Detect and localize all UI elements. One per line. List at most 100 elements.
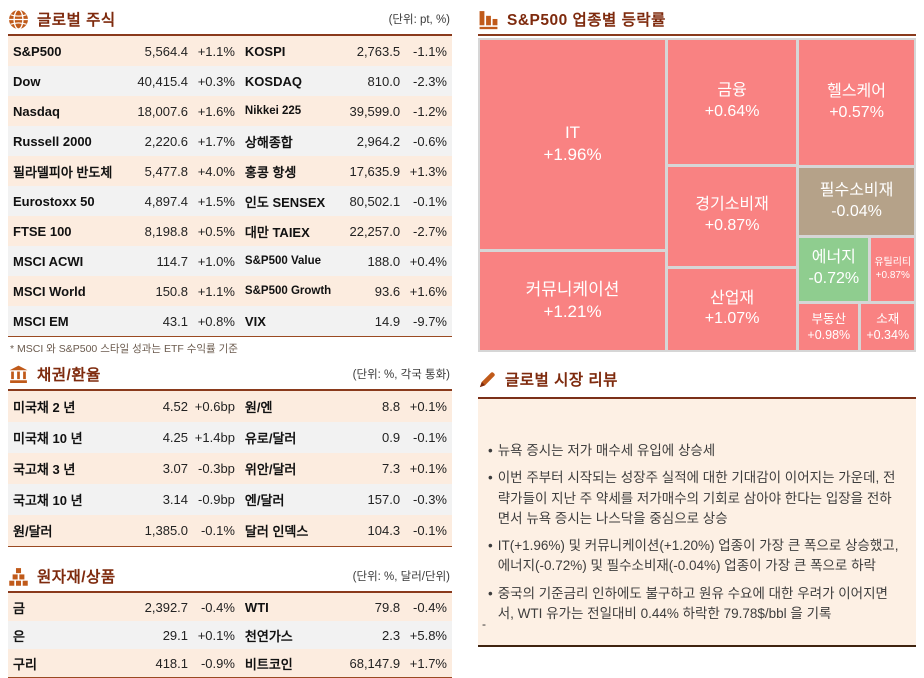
instrument-change: +1.7% (409, 655, 447, 671)
instrument-name: Nikkei 225 (244, 105, 302, 117)
instrument-name: VIX (244, 313, 266, 329)
instrument-name: 천연가스 (244, 628, 293, 644)
instrument-value: 5,564.4 (144, 43, 189, 59)
treemap-cell-communication: 커뮤니케이션 +1.21% (480, 251, 666, 350)
review-header: 글로벌 시장 리뷰 (478, 366, 916, 392)
instrument-name: MSCI ACWI (13, 253, 84, 269)
sector-treemap: IT +1.96% 커뮤니케이션 +1.21% 금융 +0.64% 경기소비재 … (478, 38, 916, 352)
sector-name: 금융 (717, 82, 747, 100)
instrument-name: 대만 TAIEX (244, 224, 310, 240)
sector-name: 경기소비재 (695, 196, 769, 214)
table-row: 국고채 3 년 3.07 -0.3bp 위안/달러 7.3 +0.1% (8, 453, 452, 484)
instrument-name: S&P500 Growth (244, 285, 332, 297)
table-row: 구리 418.1 -0.9% 비트코인 68,147.9 +1.7% (8, 649, 452, 677)
instrument-name: Russell 2000 (13, 133, 92, 149)
instrument-change: -9.7% (413, 313, 447, 329)
instrument-value: 22,257.0 (349, 223, 401, 239)
table-row: Nasdaq 18,007.6 +1.6% Nikkei 225 39,599.0 -1.… (8, 96, 452, 126)
review-bullet: • IT(+1.96%) 및 커뮤니케이션(+1.20%) 업종이 가장 큰 폭… (488, 536, 902, 577)
gold-bars-icon (8, 566, 29, 587)
instrument-value: 188.0 (367, 253, 401, 269)
instrument-change: +0.1% (409, 399, 447, 414)
instrument-value: 150.8 (155, 283, 189, 299)
instrument-value: 17,635.9 (349, 163, 401, 179)
unit-label: (단위: pt, %) (388, 14, 450, 26)
instrument-name: S&P500 (13, 43, 62, 59)
instrument-name: 필라델피아 반도체 (13, 164, 113, 180)
instrument-change: +1.6% (197, 103, 235, 119)
instrument-name: FTSE 100 (13, 223, 72, 239)
instrument-value: 7.3 (382, 461, 401, 476)
instrument-change: +4.0% (197, 163, 235, 179)
instrument-change: -0.3bp (198, 461, 235, 476)
global-equities-table: S&P500 5,564.4 +1.1% KOSPI 2,763.5 -1.1% Dow 40… (8, 36, 452, 337)
bar-chart-icon (478, 9, 499, 30)
globe-icon (8, 8, 29, 30)
treemap-cell-materials: 소재 +0.34% (861, 303, 914, 350)
instrument-name: 엔/달러 (244, 493, 285, 508)
sector-change: +1.07% (704, 310, 760, 328)
review-text: 이번 주부터 시작되는 성장주 실적에 대한 기대감이 이어지는 가운데, 전략… (497, 470, 896, 526)
instrument-value: 2.3 (382, 627, 401, 643)
sector-change: +0.34% (866, 327, 910, 342)
bonds-fx-table: 미국채 2 년 4.52 +0.6bp 원/엔 8.8 +0.1% 미국채 10 년 4.25… (8, 391, 452, 547)
instrument-value: 18,007.6 (137, 103, 189, 119)
sector-name: 헬스케어 (827, 82, 886, 100)
instrument-name: WTI (244, 599, 269, 615)
section-title-global-equities: 글로벌 주식 (37, 12, 116, 29)
instrument-name: Eurostoxx 50 (13, 193, 95, 209)
instrument-change: -1.1% (413, 43, 447, 59)
unit-label: (단위: %, 달러/단위) (352, 571, 450, 583)
instrument-change: -1.2% (413, 103, 447, 119)
sector-change: +0.64% (704, 102, 760, 120)
table-row: S&P500 5,564.4 +1.1% KOSPI 2,763.5 -1.1% (8, 36, 452, 66)
instrument-value: 2,763.5 (356, 43, 401, 59)
instrument-value: 4.25 (162, 430, 189, 445)
bullet-dot: • (488, 538, 493, 553)
instrument-change: -0.4% (200, 599, 235, 615)
instrument-value: 418.1 (155, 655, 189, 671)
instrument-change: +1.7% (197, 133, 235, 149)
instrument-name: 국고채 3 년 (13, 462, 76, 477)
treemap-cell-real-estate: 부동산 +0.98% (799, 303, 859, 350)
review-text: IT(+1.96%) 및 커뮤니케이션(+1.20%) 업종이 가장 큰 폭으로… (497, 538, 899, 574)
instrument-change: -0.9% (200, 655, 235, 671)
instrument-value: 80,502.1 (349, 193, 401, 209)
instrument-change: -0.9bp (198, 492, 235, 507)
treemap-cell-energy: 에너지 -0.72% (799, 237, 869, 301)
table-row: 미국채 10 년 4.25 +1.4bp 유로/달러 0.9 -0.1% (8, 422, 452, 453)
instrument-change: -0.1% (200, 523, 235, 538)
bullet-dot: • (488, 585, 493, 601)
commodities-header: 원자재/상품 (단위: %, 달러/단위) (8, 563, 452, 593)
instrument-value: 0.9 (382, 430, 401, 445)
review-text: 뉴욕 증시는 저가 매수세 유입에 상승세 (497, 443, 716, 458)
instrument-value: 14.9 (374, 313, 401, 329)
instrument-change: +0.1% (197, 627, 235, 643)
treemap-cell-consumer-discretionary: 경기소비재 +0.87% (668, 166, 797, 266)
instrument-change: +1.1% (197, 283, 235, 299)
instrument-value: 40,415.4 (137, 73, 189, 89)
sector-change: +0.87% (875, 270, 910, 282)
review-bullet: • 중국의 기준금리 인하에도 불구하고 원유 수요에 대한 우려가 이어지면서… (488, 584, 902, 625)
commodities-table: 금 2,392.7 -0.4% WTI 79.8 -0.4% 은 29.1 +0.1% 천연가스 2… (8, 593, 452, 678)
treemap-row-energy-utilities: 에너지 -0.72% 유틸리티 +0.87% (799, 237, 914, 301)
instrument-change: +5.8% (409, 627, 447, 643)
instrument-change: +1.3% (409, 163, 447, 179)
sector-name: 산업재 (709, 289, 755, 307)
table-footnote: * MSCI 와 S&P500 스타일 성과는 ETF 수익률 기준 (10, 343, 238, 355)
instrument-name: 비트코인 (244, 656, 293, 672)
instrument-value: 157.0 (367, 492, 401, 507)
treemap-cell-utilities: 유틸리티 +0.87% (871, 237, 914, 301)
footer-dash: - (482, 617, 486, 631)
instrument-name: KOSDAQ (244, 73, 302, 89)
instrument-name: KOSPI (244, 43, 286, 59)
table-row: 국고채 10 년 3.14 -0.9bp 엔/달러 157.0 -0.3% (8, 484, 452, 515)
instrument-change: +1.1% (197, 43, 235, 59)
instrument-value: 4,897.4 (144, 193, 189, 209)
instrument-name: 홍콩 항셍 (244, 164, 297, 180)
sector-change: +0.87% (704, 217, 760, 235)
global-equities-header: 글로벌 주식 (단위: pt, %) (8, 6, 452, 36)
sector-name: 부동산 (811, 311, 847, 326)
table-row: MSCI ACWI 114.7 +1.0% S&P500 Value 188.0 +0.4… (8, 246, 452, 276)
instrument-value: 3.14 (162, 492, 189, 507)
